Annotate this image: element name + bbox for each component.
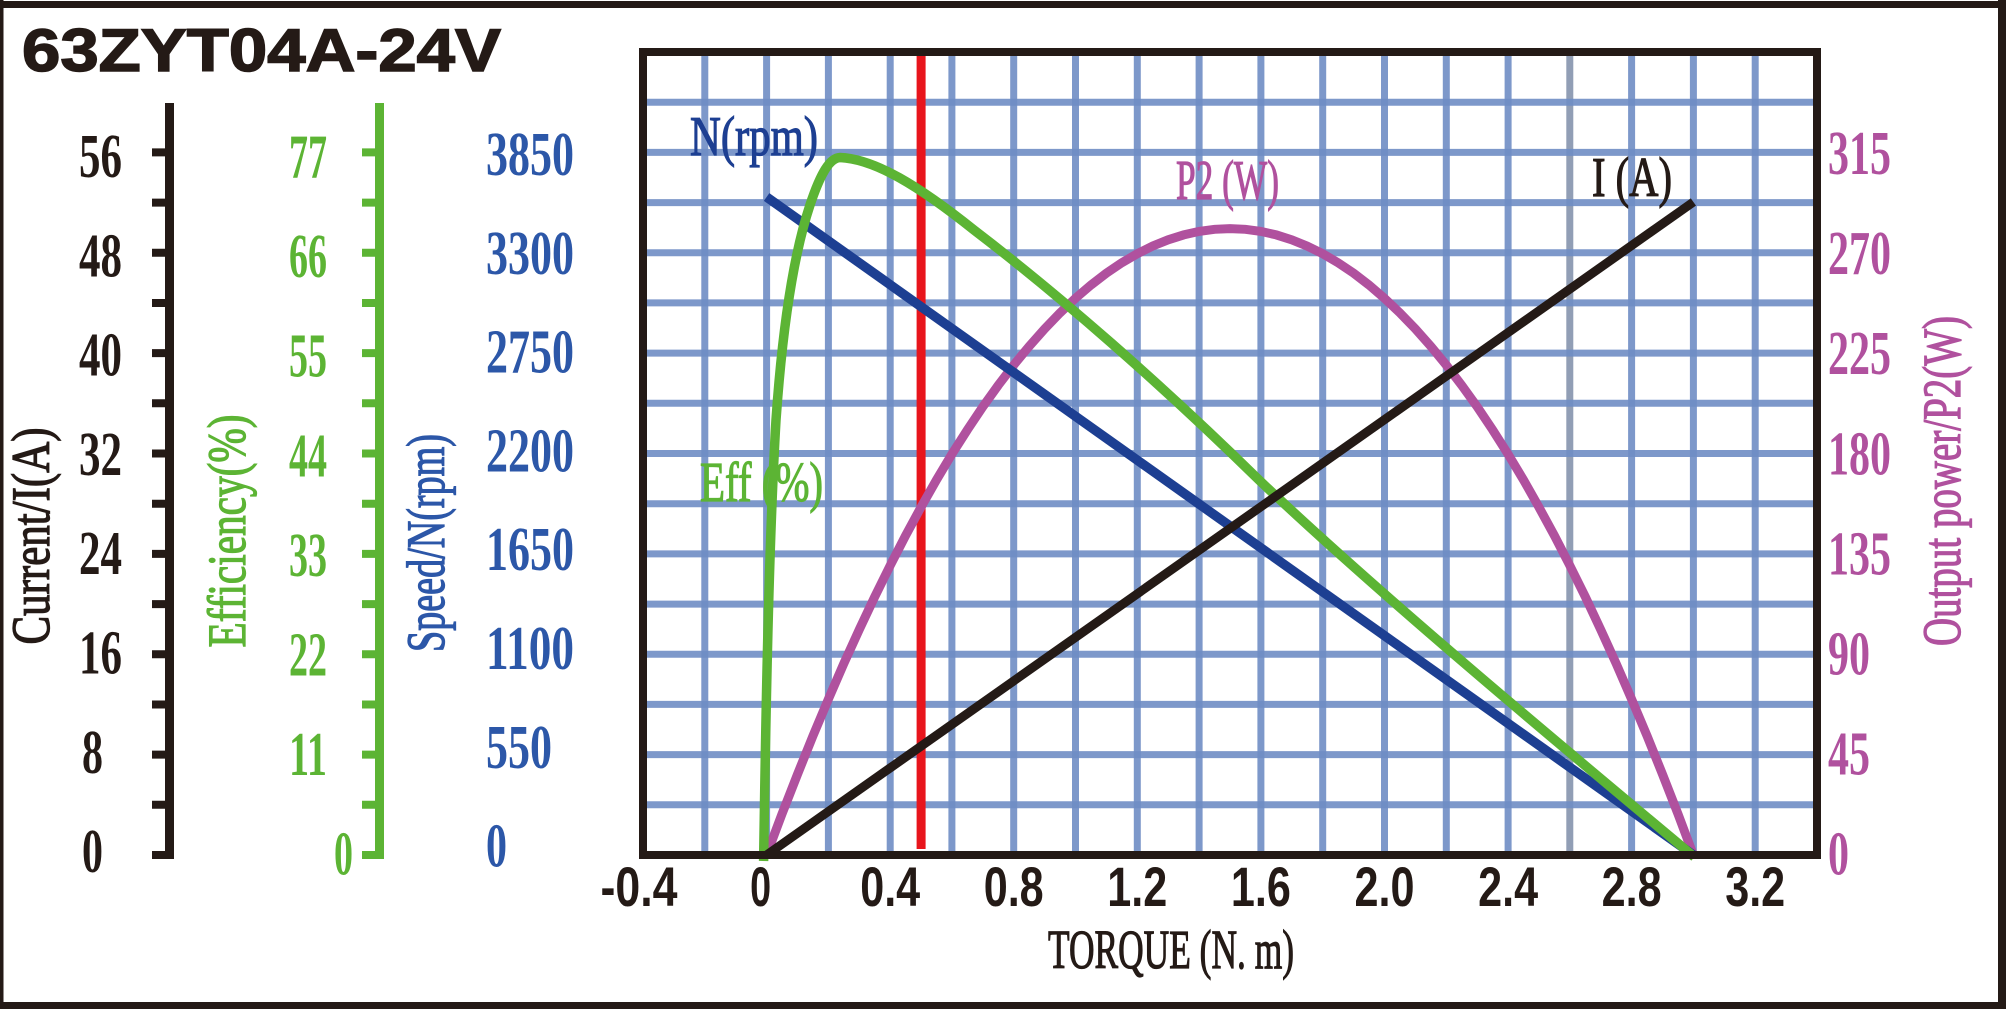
svg-text:550: 550	[486, 714, 552, 782]
svg-text:2200: 2200	[486, 417, 574, 485]
svg-text:0.4: 0.4	[860, 855, 920, 918]
svg-text:66: 66	[289, 223, 327, 291]
svg-text:40: 40	[79, 322, 122, 390]
svg-text:I (A): I (A)	[1592, 147, 1672, 209]
svg-text:63ZYT04A-24V: 63ZYT04A-24V	[22, 17, 501, 84]
svg-text:315: 315	[1828, 120, 1891, 188]
svg-text:3.2: 3.2	[1725, 855, 1785, 918]
svg-text:16: 16	[79, 620, 122, 688]
svg-text:0: 0	[334, 821, 353, 889]
svg-text:3850: 3850	[486, 121, 574, 189]
svg-text:Current/I(A): Current/I(A)	[1, 428, 61, 645]
svg-text:90: 90	[1828, 621, 1870, 689]
svg-text:2.4: 2.4	[1478, 855, 1538, 918]
svg-text:0: 0	[82, 818, 103, 886]
svg-text:2.8: 2.8	[1602, 855, 1662, 918]
svg-text:48: 48	[79, 222, 122, 290]
svg-text:8: 8	[82, 719, 103, 787]
svg-text:77: 77	[289, 124, 327, 192]
svg-text:22: 22	[289, 622, 327, 690]
svg-text:270: 270	[1828, 220, 1891, 288]
svg-text:Speed/N(rpm): Speed/N(rpm)	[396, 434, 456, 652]
svg-text:2750: 2750	[486, 319, 574, 387]
svg-text:225: 225	[1828, 320, 1891, 388]
svg-text:24: 24	[79, 520, 122, 588]
svg-text:1650: 1650	[486, 516, 574, 584]
svg-text:180: 180	[1828, 420, 1891, 488]
svg-text:55: 55	[289, 323, 327, 391]
svg-text:32: 32	[79, 421, 122, 489]
svg-text:135: 135	[1828, 520, 1891, 588]
svg-text:3300: 3300	[486, 220, 574, 288]
svg-text:N(rpm): N(rpm)	[690, 106, 818, 168]
svg-text:P2 (W): P2 (W)	[1176, 150, 1279, 212]
svg-text:1.6: 1.6	[1231, 855, 1291, 918]
svg-text:0: 0	[1828, 821, 1849, 889]
svg-text:TORQUE (N. m): TORQUE (N. m)	[1048, 919, 1294, 980]
svg-text:Efficiency(%): Efficiency(%)	[197, 415, 257, 648]
svg-text:Output power/P2(W): Output power/P2(W)	[1912, 316, 1972, 646]
svg-text:-0.4: -0.4	[601, 855, 678, 918]
svg-text:0: 0	[486, 813, 507, 881]
svg-text:33: 33	[289, 522, 327, 590]
svg-text:1100: 1100	[486, 615, 574, 683]
svg-text:0: 0	[750, 855, 771, 918]
svg-text:45: 45	[1828, 721, 1870, 789]
svg-text:Eff (%): Eff (%)	[700, 452, 823, 514]
svg-text:56: 56	[79, 123, 122, 191]
svg-text:2.0: 2.0	[1355, 855, 1415, 918]
svg-text:0.8: 0.8	[984, 855, 1044, 918]
svg-text:11: 11	[289, 721, 327, 789]
svg-text:44: 44	[289, 422, 327, 490]
svg-text:1.2: 1.2	[1107, 855, 1167, 918]
